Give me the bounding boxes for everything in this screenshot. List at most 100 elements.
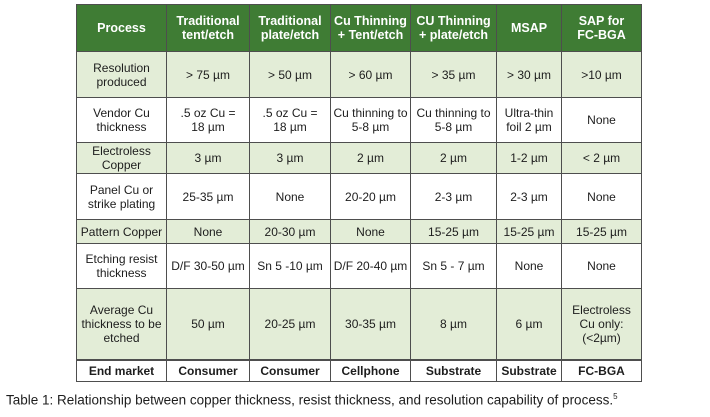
- cell-text-line: > 50 µm: [268, 67, 312, 82]
- cell-text-line: None: [587, 259, 616, 273]
- row-header: Etching resist thickness: [76, 243, 167, 289]
- caption-text: Table 1: Relationship between copper thi…: [6, 392, 614, 408]
- cell-text-line: 30-35 µm: [345, 317, 396, 331]
- cell-text-line: Pattern Copper: [80, 224, 163, 239]
- cell-text-line: > 75 µm: [186, 67, 230, 82]
- table-cell: 2-3 µm: [496, 173, 562, 220]
- caption-footnote-ref: 5: [613, 392, 618, 401]
- table-cell: None: [249, 173, 331, 220]
- table-cell: 8 µm: [410, 288, 497, 361]
- cell-text-line: CU Thinning: [416, 14, 491, 28]
- cell-text-line: Etching resist: [85, 252, 158, 266]
- cell-text-line: 3 µm: [194, 151, 222, 165]
- cell-text-line: thickness: [96, 266, 147, 280]
- cell-text-line: (<2µm): [582, 331, 621, 345]
- cell-text-line: .5 oz Cu =: [180, 106, 236, 120]
- table-cell: 6 µm: [496, 288, 562, 361]
- footer-cell: Substrate: [410, 359, 497, 382]
- row-header: Electroless Copper: [76, 142, 167, 174]
- table-body: Resolution produced > 75 µm > 50 µm > 60 µm >…: [76, 51, 642, 361]
- cell-text-line: tent/etch: [181, 28, 235, 42]
- table-cell: None: [561, 173, 642, 220]
- cell-text-line: 8 µm: [440, 317, 467, 331]
- row-header: Panel Cu or strike plating: [76, 173, 167, 220]
- cell-text-line: Resolution: [93, 60, 150, 75]
- cell-text-line: Panel Cu or: [89, 182, 154, 197]
- cell-text-line: 18 µm: [273, 120, 307, 134]
- cell-text-line: .5 oz Cu =: [262, 106, 318, 120]
- table-row: Electroless Copper 3 µm 3 µm 2 µm 2 µm 1-2 µm <…: [76, 142, 642, 174]
- cell-text-line: 15-25 µm: [503, 224, 555, 239]
- cell-text-line: Ultra-thin: [504, 106, 554, 120]
- footer-cell: Substrate: [496, 359, 562, 382]
- cell-text-line: Vendor Cu: [93, 106, 150, 120]
- cell-text-line: Traditional: [258, 14, 322, 28]
- cell-text-line: 5-8 µm: [351, 120, 390, 134]
- table-cell: 2 µm: [410, 142, 497, 174]
- cell-text-line: Cu thinning to: [416, 106, 491, 120]
- column-header: CU Thinning + plate/etch: [410, 4, 497, 52]
- table-cell: 3 µm: [166, 142, 250, 174]
- table-cell: 50 µm: [166, 288, 250, 361]
- cell-text-line: Cu thinning to: [333, 106, 408, 120]
- cell-text-line: 18 µm: [191, 120, 225, 134]
- row-header: Average Cu thickness to be etched: [76, 288, 167, 361]
- footer-row-end-market: End market Consumer Consumer Cellphone Subst…: [76, 359, 642, 382]
- table-cell: 20-20 µm: [330, 173, 411, 220]
- table-footer: End market Consumer Consumer Cellphone Subst…: [76, 359, 642, 382]
- cell-text-line: + plate/etch: [418, 28, 489, 42]
- cell-text-line: < 2 µm: [582, 151, 621, 165]
- cell-text-line: 20-30 µm: [264, 224, 316, 239]
- cell-text-line: > 30 µm: [507, 67, 551, 82]
- table-cell: < 2 µm: [561, 142, 642, 174]
- cell-text-line: Electroless: [572, 303, 631, 317]
- header-row: Process Traditional tent/etch Traditional pl…: [76, 4, 642, 52]
- cell-text-line: None: [193, 224, 223, 239]
- cell-text-line: Process: [97, 21, 146, 35]
- cell-text-line: thickness to be: [81, 317, 162, 331]
- table-cell: D/F 30-50 µm: [166, 243, 250, 289]
- table-cell: Cu thinning to 5-8 µm: [330, 97, 411, 143]
- cell-text-line: 3 µm: [276, 151, 304, 165]
- table-cell: D/F 20-40 µm: [330, 243, 411, 289]
- footer-cell: Cellphone: [330, 359, 411, 382]
- cell-text-line: Sn 5 -10 µm: [257, 259, 323, 273]
- table-cell: >10 µm: [561, 51, 642, 98]
- cell-text-line: strike plating: [87, 196, 156, 211]
- cell-text-line: >10 µm: [581, 67, 622, 82]
- table-cell: Cu thinning to 5-8 µm: [410, 97, 497, 143]
- cell-text-line: plate/etch: [260, 28, 320, 42]
- cell-text-line: 2 µm: [357, 151, 384, 165]
- cell-text-line: FC-BGA: [577, 28, 626, 42]
- row-header: Pattern Copper: [76, 219, 167, 244]
- table-cell: > 50 µm: [249, 51, 331, 98]
- cell-text-line: 20-20 µm: [345, 189, 396, 204]
- cell-text-line: foil 2 µm: [506, 120, 552, 134]
- cell-text-line: None: [356, 224, 385, 239]
- table-row: Etching resist thickness D/F 30-50 µm Sn 5 …: [76, 243, 642, 289]
- cell-text-line: Traditional: [176, 14, 240, 28]
- cell-text-line: 50 µm: [191, 317, 225, 331]
- cell-text-line: 5-8 µm: [434, 120, 473, 134]
- table-cell: 15-25 µm: [561, 219, 642, 244]
- table-cell: Ultra-thin foil 2 µm: [496, 97, 562, 143]
- table-cell: None: [561, 243, 642, 289]
- table-cell: 2-3 µm: [410, 173, 497, 220]
- table-cell: 30-35 µm: [330, 288, 411, 361]
- cell-text-line: Cu Thinning: [334, 14, 407, 28]
- table-row: Average Cu thickness to be etched 50 µm 20-2…: [76, 288, 642, 361]
- footer-cell: Consumer: [166, 359, 250, 382]
- column-header: Process: [76, 4, 167, 52]
- table-cell: Sn 5 - 7 µm: [410, 243, 497, 289]
- column-header: Traditional tent/etch: [166, 4, 250, 52]
- cell-text-line: MSAP: [510, 21, 548, 35]
- cell-text-line: SAP for: [578, 14, 625, 28]
- process-comparison-table-wrapper: Process Traditional tent/etch Traditional pl…: [76, 4, 642, 382]
- column-header: MSAP: [496, 4, 562, 52]
- table-row: Resolution produced > 75 µm > 50 µm > 60 µm >…: [76, 51, 642, 98]
- table-cell: > 75 µm: [166, 51, 250, 98]
- cell-text-line: 20-25 µm: [264, 317, 316, 331]
- table-cell: Electroless Cu only: (<2µm): [561, 288, 642, 361]
- cell-text-line: 15-25 µm: [428, 224, 479, 239]
- table-cell: 15-25 µm: [496, 219, 562, 244]
